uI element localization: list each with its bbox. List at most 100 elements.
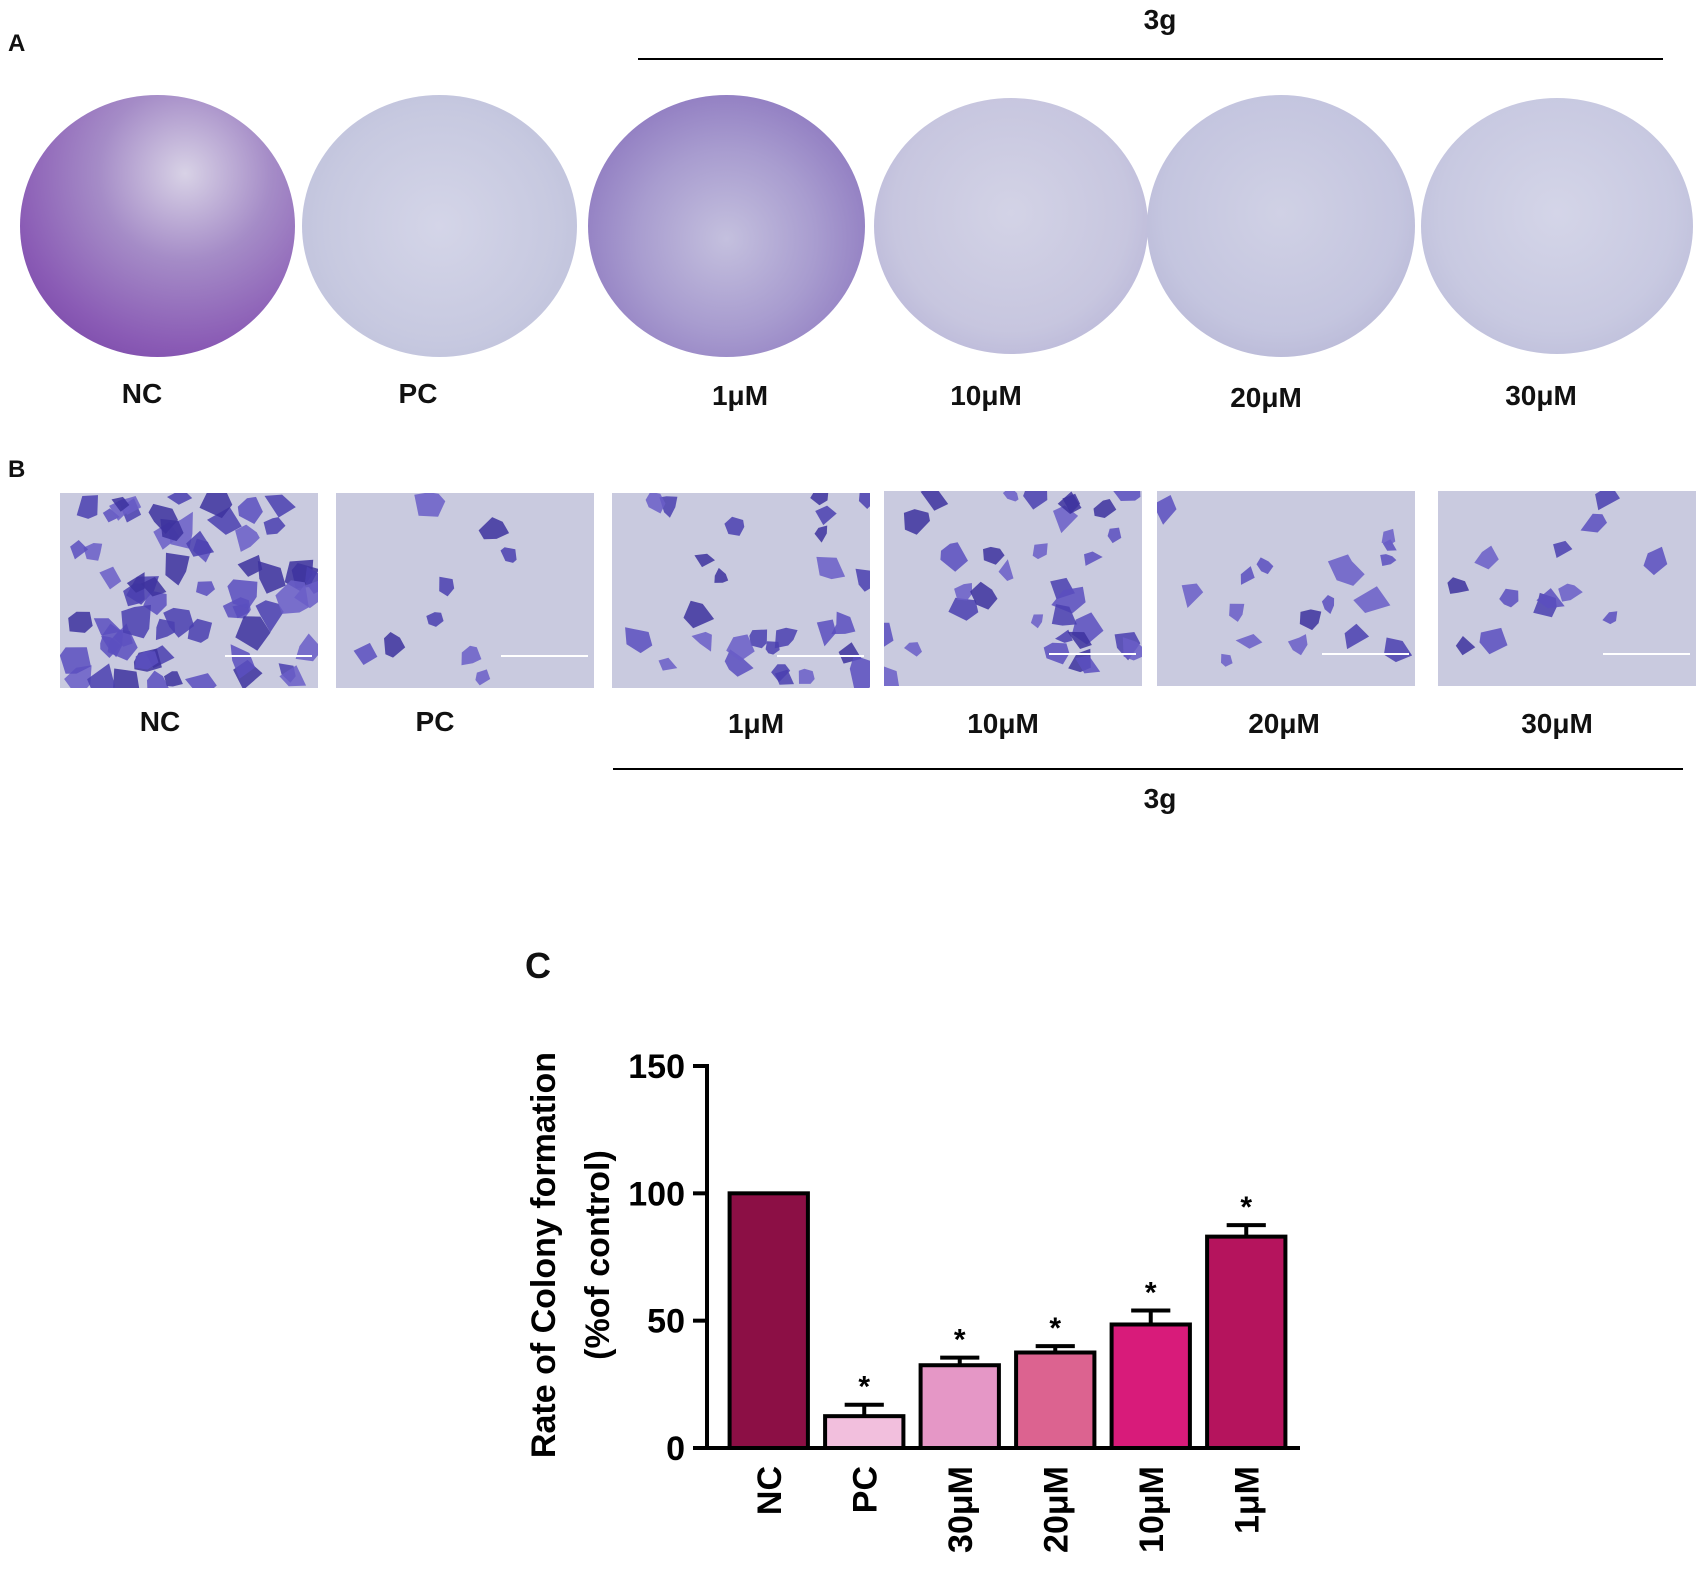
stained-cell	[230, 644, 256, 679]
stained-cell	[83, 543, 103, 561]
stained-cell	[101, 623, 123, 658]
stained-cell	[1536, 588, 1565, 609]
micrograph-pc	[336, 493, 594, 688]
panel-a-label-pc: PC	[398, 378, 438, 409]
panel-b-label-nc: NC	[139, 706, 181, 737]
x-tick-label: 1μM	[1228, 1466, 1266, 1534]
x-tick-label: 10μM	[1133, 1466, 1171, 1553]
stained-cell	[858, 493, 870, 509]
stained-cell	[1075, 655, 1101, 674]
stained-cell	[102, 508, 120, 523]
stained-cell	[414, 493, 446, 517]
stained-cell	[815, 505, 837, 526]
stained-cell	[884, 622, 894, 647]
stained-cell	[726, 634, 755, 662]
bar	[727, 1191, 810, 1451]
panel-a-letter: A	[8, 30, 26, 57]
stained-cell	[207, 507, 242, 535]
stained-cell	[237, 554, 263, 577]
stained-cell	[724, 649, 754, 677]
stained-cell	[798, 668, 815, 684]
x-tick-label: 30μM	[942, 1466, 980, 1553]
stained-cell	[1499, 588, 1519, 608]
y-tick-label: 50	[647, 1303, 685, 1341]
panel-b-label-10um: 10μM	[967, 708, 1039, 739]
stained-cell	[983, 546, 1005, 565]
stained-cell	[1032, 543, 1048, 560]
stained-cell	[714, 567, 729, 583]
stained-cell	[235, 524, 260, 552]
stained-cell	[645, 493, 666, 514]
stained-cell	[113, 668, 140, 688]
stained-cell	[475, 669, 491, 686]
stained-cell	[1380, 554, 1397, 566]
panel-a-label-nc: NC	[121, 378, 163, 409]
stained-cell	[658, 657, 678, 671]
stained-cell	[774, 669, 794, 685]
panel-c-letter: C	[525, 945, 551, 986]
stained-cell	[1240, 566, 1255, 585]
stained-cell	[774, 627, 798, 649]
micrograph-20um	[1157, 491, 1415, 686]
stained-cell	[1062, 493, 1081, 514]
stained-cell	[1084, 551, 1103, 566]
stained-cell	[68, 611, 93, 633]
stained-cell	[1256, 557, 1274, 575]
stained-cell	[1181, 583, 1204, 608]
micrograph-30um	[1438, 491, 1696, 686]
stained-cell	[849, 655, 870, 688]
stained-cell	[1474, 545, 1499, 570]
stained-cell	[1030, 614, 1044, 629]
stained-cell	[64, 665, 92, 688]
micrograph-nc	[60, 493, 318, 688]
stained-cell	[76, 495, 98, 519]
stained-cell	[439, 576, 455, 597]
stained-cell	[749, 629, 768, 649]
stained-cell	[227, 579, 258, 609]
y-tick-label: 100	[628, 1175, 685, 1213]
stained-cell	[814, 525, 828, 543]
stained-cell	[87, 663, 116, 688]
stained-cell	[167, 493, 193, 505]
stained-cell	[903, 509, 930, 535]
stained-cell	[140, 577, 167, 597]
stained-cell	[70, 540, 89, 560]
stained-cell	[275, 580, 309, 614]
stained-cell	[163, 607, 195, 638]
significance-marker: *	[858, 1371, 870, 1404]
stained-cell	[940, 542, 968, 572]
stained-cell	[500, 547, 517, 563]
stained-cell	[1107, 527, 1122, 544]
stained-cell	[461, 645, 482, 666]
stained-cell	[279, 665, 307, 687]
stained-cell	[810, 493, 829, 506]
stained-cell	[235, 616, 271, 651]
petri-dish-30um	[1421, 98, 1693, 354]
y-axis-label: (%of control)	[579, 1150, 617, 1360]
y-axis-label: Rate of Colony formation	[525, 1052, 563, 1458]
stained-cell	[1287, 634, 1308, 656]
micrograph-1um	[612, 493, 870, 688]
stained-cell	[199, 493, 233, 519]
stained-cell	[855, 568, 870, 592]
stained-cell	[426, 612, 444, 627]
stained-cell	[264, 494, 296, 518]
stained-cell	[187, 618, 213, 643]
stained-cell	[237, 496, 263, 524]
bar	[1014, 1350, 1097, 1450]
stained-cell	[1643, 546, 1668, 576]
stained-cell	[384, 632, 406, 658]
significance-marker: *	[1145, 1276, 1157, 1309]
stained-cell	[121, 604, 151, 639]
stained-cell	[1327, 554, 1365, 586]
stained-cell	[99, 566, 122, 590]
stained-cell	[1479, 627, 1508, 655]
stained-cell	[1580, 513, 1607, 533]
stained-cell	[954, 583, 973, 601]
stained-cell	[1553, 540, 1573, 558]
stained-cell	[164, 671, 183, 687]
stained-cell	[816, 619, 837, 647]
stained-cell	[1157, 495, 1177, 525]
stained-cell	[1235, 634, 1263, 649]
